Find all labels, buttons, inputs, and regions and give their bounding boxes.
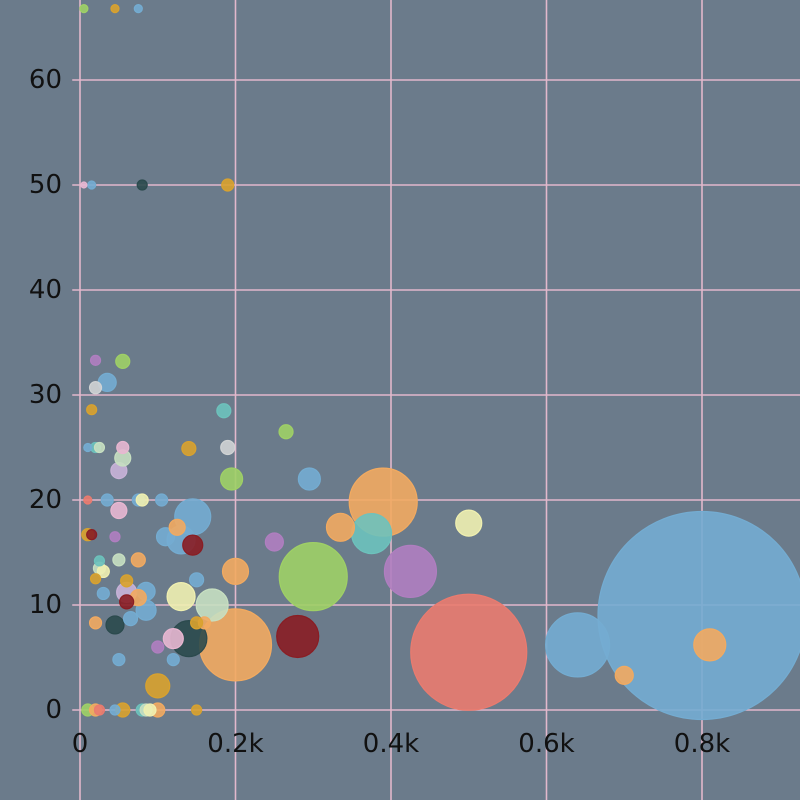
data-points (79, 4, 800, 721)
data-point (278, 424, 294, 440)
data-point (87, 180, 97, 190)
data-point (693, 628, 727, 662)
data-point (133, 4, 143, 14)
data-point (89, 354, 102, 366)
data-point (109, 531, 121, 543)
data-point (122, 611, 139, 627)
data-point (86, 404, 98, 416)
data-point (112, 553, 126, 567)
data-point (191, 704, 203, 716)
data-point (190, 616, 204, 630)
tick-labels: 0 10 20 30 40 50 60 0 0.2k 0.4k 0.6k 0.8k (29, 65, 730, 759)
data-point (115, 353, 131, 369)
data-point (93, 704, 106, 716)
data-point (181, 440, 197, 457)
data-point (276, 614, 320, 659)
data-point (182, 534, 204, 556)
data-point (96, 586, 110, 601)
data-point (83, 495, 93, 505)
data-point (189, 572, 205, 588)
y-tick-label: 0 (45, 695, 62, 725)
data-point (100, 493, 114, 507)
y-tick-label: 40 (29, 275, 62, 305)
data-point (89, 573, 102, 585)
data-point (135, 493, 149, 507)
x-tick-label: 0.6k (518, 729, 574, 759)
data-point (145, 673, 171, 699)
data-point (79, 4, 89, 14)
data-point (110, 4, 120, 14)
data-point (221, 178, 235, 192)
data-point (136, 179, 148, 191)
data-point (110, 501, 128, 520)
data-point (80, 181, 88, 189)
y-tick-label: 10 (29, 590, 62, 620)
data-point (83, 442, 93, 453)
data-point (325, 512, 356, 542)
data-point (166, 652, 180, 667)
x-tick-label: 0.8k (674, 729, 730, 759)
data-point (220, 467, 244, 491)
data-point (155, 493, 169, 507)
data-point (544, 612, 611, 678)
data-point (116, 440, 130, 455)
data-point (614, 665, 634, 685)
data-point (119, 594, 135, 610)
data-point (597, 510, 800, 721)
y-tick-label: 60 (29, 65, 62, 95)
data-point (151, 640, 165, 654)
data-point (109, 704, 121, 716)
data-point (86, 529, 98, 541)
data-point (105, 615, 125, 635)
data-point (350, 512, 393, 555)
data-point (410, 593, 528, 711)
data-point (130, 552, 146, 568)
x-tick-label: 0 (72, 729, 89, 759)
data-point (220, 439, 236, 456)
data-point (88, 616, 103, 630)
data-point (93, 555, 106, 567)
x-tick-label: 0.2k (207, 729, 263, 759)
data-point (166, 581, 196, 612)
data-point (216, 403, 232, 419)
data-point (155, 527, 176, 547)
data-point (455, 509, 483, 537)
data-point (120, 574, 134, 588)
data-point (168, 518, 186, 536)
data-point (88, 381, 103, 395)
x-tick-label: 0.4k (363, 729, 419, 759)
data-point (93, 441, 106, 454)
data-point (96, 564, 110, 579)
data-point (297, 467, 321, 491)
data-point (112, 652, 126, 667)
data-point (143, 703, 157, 717)
data-point (195, 588, 229, 622)
data-point (264, 532, 284, 552)
y-tick-label: 30 (29, 380, 62, 410)
y-tick-label: 50 (29, 170, 62, 200)
data-point (278, 542, 348, 612)
data-point (383, 544, 438, 599)
y-tick-label: 20 (29, 485, 62, 515)
data-point (221, 557, 250, 586)
data-point (162, 627, 184, 650)
